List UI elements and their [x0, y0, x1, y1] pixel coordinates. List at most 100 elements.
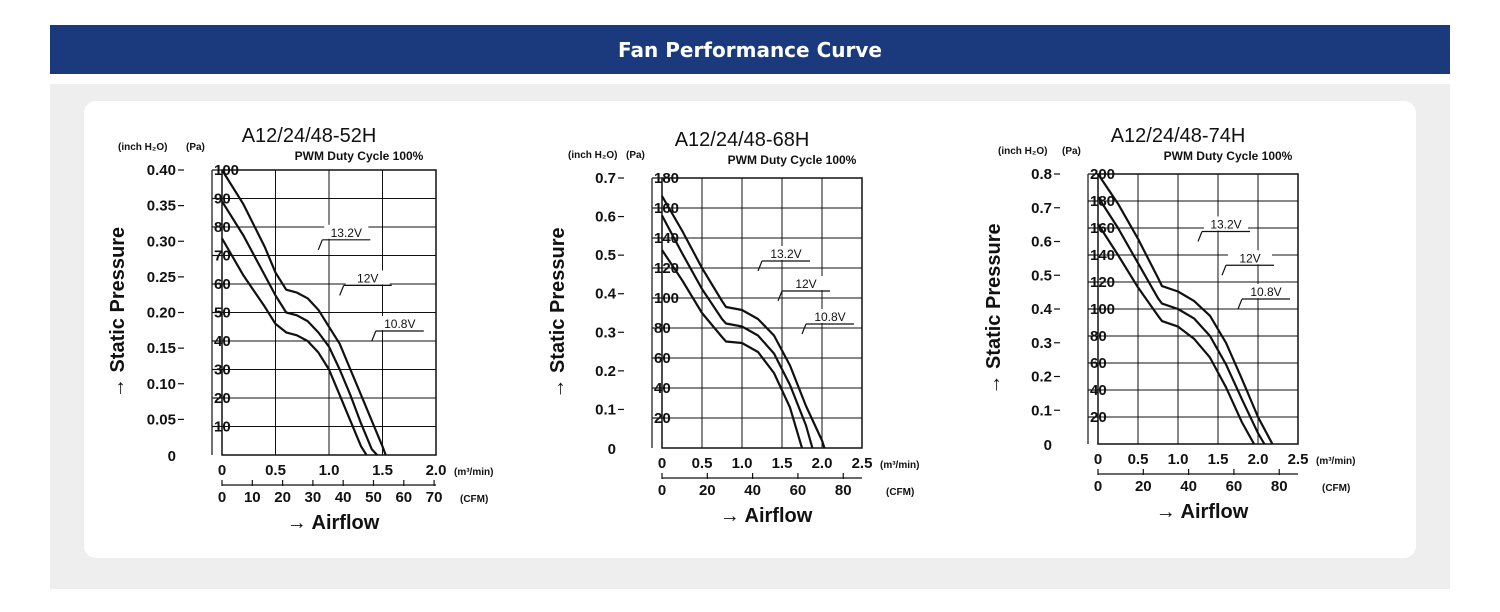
cfm-tick-label: 10 — [244, 489, 261, 506]
grid — [222, 170, 436, 455]
pa-tick-label: 60 — [1090, 355, 1107, 372]
inch-tick-label: 0.6 — [595, 209, 616, 226]
series-label-bg — [1244, 284, 1288, 298]
x-axis-title: → Airflow — [720, 505, 813, 527]
pa-unit-label: (Pa) — [626, 150, 645, 161]
inch-zero-label: 0 — [168, 448, 176, 465]
pa-unit-label: (Pa) — [186, 142, 205, 153]
series-callout — [317, 239, 323, 251]
pa-tick-label: 160 — [1090, 220, 1115, 237]
inch-unit-label: (inch H₂O) — [998, 146, 1047, 157]
chart-74h: A12/24/48-74H PWM Duty Cycle 100% (inch H₂… — [983, 125, 1355, 523]
cfm-unit-label: (CFM) — [1322, 483, 1350, 494]
inch-tick-label: 0.05 — [147, 411, 176, 428]
cfm-tick-label: 60 — [790, 482, 807, 499]
cfm-tick-label: 40 — [744, 482, 761, 499]
inch-tick-label: 0.6 — [1031, 234, 1052, 251]
cfm-unit-label: (CFM) — [460, 494, 488, 505]
inch-tick-label: 0.2 — [595, 363, 616, 380]
inch-tick-label: 0.7 — [1031, 200, 1052, 217]
pa-tick-label: 40 — [1090, 382, 1107, 399]
cfm-tick-label: 40 — [1180, 478, 1197, 495]
x-tick-label: 1.0 — [732, 455, 753, 472]
inch-tick-label: 0.15 — [147, 340, 176, 357]
cfm-tick-label: 20 — [699, 482, 716, 499]
y-axis-title: → Static Pressure — [547, 227, 569, 398]
x-tick-label: 2.5 — [1288, 451, 1309, 468]
inch-unit-label: (inch H₂O) — [118, 142, 167, 153]
cfm-tick-label: 80 — [1271, 478, 1288, 495]
inch-tick-label: 0.8 — [1031, 166, 1052, 183]
pa-tick-label: 140 — [1090, 247, 1115, 264]
x-tick-label: 1.5 — [1208, 451, 1229, 468]
cfm-unit-label: (CFM) — [886, 487, 914, 498]
series-callout — [371, 330, 377, 342]
series-label: 10.8V — [384, 317, 415, 331]
pa-tick-label: 20 — [214, 390, 231, 407]
series-label-bg — [345, 270, 390, 285]
pa-tick-label: 200 — [1090, 166, 1115, 183]
series-line-0 — [1097, 173, 1274, 445]
pa-tick-label: 20 — [654, 410, 671, 427]
series-callout — [339, 285, 345, 296]
series-line-0 — [221, 169, 387, 456]
grid — [1098, 174, 1298, 444]
x-tick-label: 0.5 — [1128, 451, 1149, 468]
inch-tick-label: 0.35 — [147, 198, 176, 215]
series-label: 12V — [795, 277, 816, 291]
series-callout — [1197, 231, 1203, 242]
pa-tick-label: 180 — [654, 170, 679, 187]
chart-card — [84, 101, 1416, 558]
y-axis-title: → Static Pressure — [107, 227, 129, 398]
inch-tick-label: 0.4 — [595, 286, 617, 303]
x-tick-label: 0.5 — [692, 455, 713, 472]
inch-tick-label: 0.10 — [147, 376, 176, 393]
series-line-2 — [661, 249, 804, 449]
inch-tick-label: 0.20 — [147, 305, 176, 322]
series-label-bg — [377, 316, 422, 330]
pa-tick-label: 60 — [654, 350, 671, 367]
inch-tick-label: 0.1 — [595, 401, 616, 418]
series-label: 10.8V — [814, 310, 845, 324]
x-tick-label: 2.0 — [426, 462, 447, 479]
pa-tick-label: 80 — [214, 219, 231, 236]
inch-zero-label: 0 — [1044, 437, 1052, 454]
y-axis-title: → Static Pressure — [983, 223, 1005, 394]
cfm-tick-label: 60 — [1226, 478, 1243, 495]
x-tick-label: 0 — [218, 462, 226, 479]
cfm-tick-label: 0 — [1094, 478, 1102, 495]
cfm-tick-label: 0 — [658, 482, 666, 499]
series-label: 12V — [1239, 251, 1260, 265]
pa-tick-label: 20 — [1090, 409, 1107, 426]
inch-tick-label: 0.30 — [147, 233, 176, 250]
series-callout — [1221, 265, 1227, 276]
pa-tick-label: 80 — [654, 320, 671, 337]
pa-tick-label: 70 — [214, 248, 231, 265]
pa-tick-label: 10 — [214, 419, 231, 436]
series-line-1 — [1097, 196, 1266, 445]
series-callout — [1237, 298, 1243, 310]
inch-tick-label: 0.2 — [1031, 369, 1052, 386]
inch-tick-label: 0.5 — [595, 247, 616, 264]
chart-title: A12/24/48-52H — [242, 125, 377, 147]
series-label-bg — [324, 224, 369, 239]
series-label-bg — [764, 246, 808, 260]
pa-tick-label: 100 — [214, 162, 239, 179]
chart-subtitle: PWM Duty Cycle 100% — [295, 149, 424, 163]
pa-tick-label: 30 — [214, 362, 231, 379]
x-tick-label: 0.5 — [265, 462, 286, 479]
x-tick-label: 0 — [658, 455, 666, 472]
series-label: 10.8V — [1250, 285, 1281, 299]
cfm-tick-label: 80 — [835, 482, 852, 499]
series-line-1 — [221, 200, 378, 456]
cfm-tick-label: 20 — [274, 489, 291, 506]
chart-subtitle: PWM Duty Cycle 100% — [728, 153, 857, 167]
series-line-1 — [661, 214, 814, 449]
cfm-tick-label: 40 — [335, 489, 352, 506]
x-tick-label: 2.0 — [1248, 451, 1269, 468]
pa-tick-label: 100 — [654, 290, 679, 307]
series-callout — [757, 260, 763, 272]
x-axis-title: → Airflow — [1156, 501, 1249, 523]
cfm-tick-label: 50 — [365, 489, 382, 506]
series-label: 13.2V — [770, 247, 801, 261]
